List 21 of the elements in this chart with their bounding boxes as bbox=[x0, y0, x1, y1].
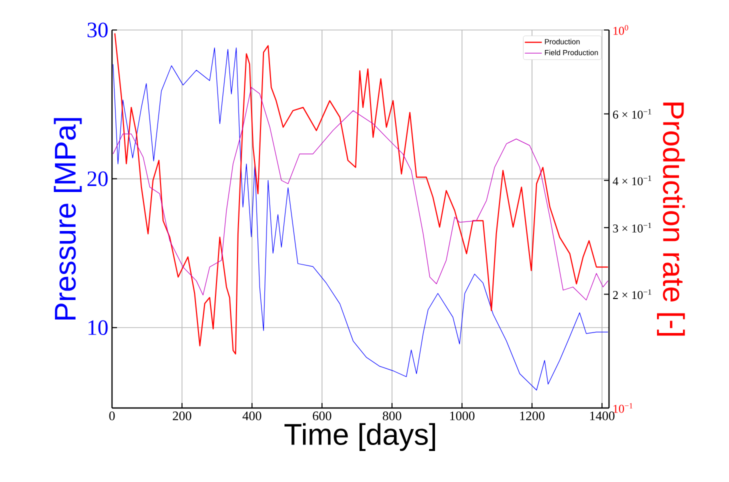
x-tick-label: 1400 bbox=[590, 412, 614, 420]
x-tick-label: 800 bbox=[382, 412, 402, 420]
x-tick-label: 1000 bbox=[450, 412, 474, 420]
x-tick-label: 200 bbox=[172, 412, 192, 420]
y-axis-title: Pressure [MPa] bbox=[54, 118, 82, 320]
x-tick-label: 600 bbox=[312, 412, 332, 420]
y2-tick-label: 10$^{0}$ bbox=[614, 25, 628, 35]
y2-tick-label: 10$^{−1}$ bbox=[614, 403, 632, 413]
x-axis-title: Time [days] bbox=[284, 423, 436, 451]
y2-axis-title: Production rate [-] bbox=[657, 102, 685, 336]
x-tick-label: 1200 bbox=[520, 412, 544, 420]
x-tick-label: 400 bbox=[242, 412, 262, 420]
y-tick-label: 20 bbox=[88, 171, 108, 186]
y2-tick-label: 6 × 10$^{−1}$ bbox=[613, 108, 652, 119]
y2-tick-label: 4 × 10$^{−1}$ bbox=[612, 176, 652, 186]
y2-tick-label: 2 × 10$^{−1}$ bbox=[613, 289, 652, 300]
y-tick-label: 10 bbox=[88, 320, 108, 336]
y2-tick-label: 3 × 10$^{−1}$ bbox=[613, 222, 652, 232]
x-tick-label: 0 bbox=[109, 412, 115, 420]
y-tick-label: 30 bbox=[88, 22, 108, 38]
line-series bbox=[112, 87, 608, 300]
